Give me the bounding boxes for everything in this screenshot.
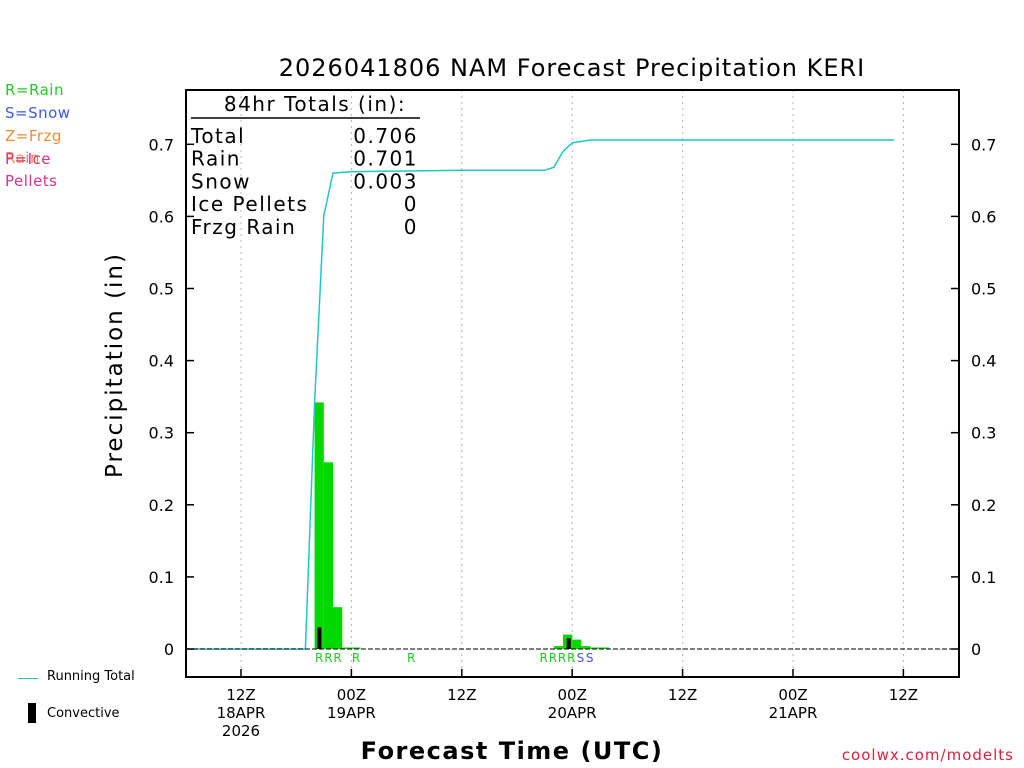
precip-type-label: R (324, 651, 332, 665)
totals-row-label: Frzg Rain (191, 215, 296, 239)
legend-ice-pellets: P=Ice Pellets (5, 150, 58, 190)
precip-bar (323, 462, 333, 649)
x-tick-label: 00Z (778, 686, 807, 704)
x-tick-label: 18APR (217, 704, 266, 722)
y-tick-label-right: 0.1 (971, 568, 996, 587)
x-tick-label: 12Z (226, 686, 255, 704)
watermark: coolwx.com/modelts (841, 746, 1014, 764)
x-tick-label: 12Z (447, 686, 476, 704)
y-tick-label-left: 0 (164, 640, 174, 659)
x-tick-label: 21APR (769, 704, 818, 722)
totals-row-label: Rain (191, 147, 241, 171)
convective-legend-label: Convective (47, 706, 120, 721)
precip-bar (599, 647, 609, 649)
totals-row-value: 0 (404, 215, 418, 239)
precip-type-label: S (586, 651, 594, 665)
x-tick-label: 2026 (222, 722, 260, 740)
y-tick-label-right: 0.3 (971, 424, 996, 443)
convective-bars (317, 627, 571, 649)
precip-type-label: R (315, 651, 323, 665)
running-total-swatch (18, 678, 38, 679)
precip-type-label: R (352, 651, 360, 665)
y-tick-label-right: 0.5 (971, 280, 996, 299)
convective-bar (317, 627, 322, 649)
convective-legend: Convective (28, 703, 138, 723)
y-tick-label-left: 0.5 (149, 280, 174, 299)
precip-type-label: R (567, 651, 575, 665)
precip-type-label: R (333, 651, 341, 665)
convective-swatch (28, 703, 36, 723)
y-tick-label-right: 0 (971, 640, 981, 659)
y-tick-label-right: 0.6 (971, 207, 996, 226)
y-tick-label-right: 0.7 (971, 135, 996, 154)
x-tick-label: 12Z (668, 686, 697, 704)
precip-bar (333, 607, 343, 649)
legend-frzg-rain: Z=Frzg Rain (5, 127, 62, 167)
precip-type-label: R (558, 651, 566, 665)
precip-type-label: S (577, 651, 585, 665)
totals-row-value: 0.706 (353, 124, 418, 148)
y-tick-label-left: 0.7 (149, 135, 174, 154)
precip-bar (314, 402, 324, 649)
running-total-line (185, 139, 895, 650)
running-total-polyline (185, 139, 895, 650)
convective-bar (566, 638, 571, 649)
grid-lines (240, 90, 904, 677)
y-tick-label-left: 0.1 (149, 568, 174, 587)
totals-row-label: Ice Pellets (191, 192, 308, 216)
precip-bar (572, 639, 582, 649)
precip-bar (590, 647, 600, 649)
precip-type-label: R (407, 651, 415, 665)
totals-row-label: Snow (191, 169, 251, 193)
legend-snow: S=Snow (5, 104, 71, 122)
x-tick-label: 00Z (337, 686, 366, 704)
y-tick-label-left: 0.3 (149, 424, 174, 443)
y-tick-label-left: 0.2 (149, 496, 174, 515)
precip-bar (553, 646, 563, 649)
y-axis-label: Precipitation (in) (102, 252, 128, 478)
running-total-legend-label: Running Total (47, 669, 135, 684)
x-tick-label: 19APR (327, 704, 376, 722)
totals-box: 84hr Totals (in): Total 0.706 Rain 0.701 Sno… (190, 92, 420, 239)
axes: 0 00.1 0.10.2 0.20.3 0.30.4 0.40.5 0.50.6 0.60.… (149, 89, 996, 740)
y-tick-label-right: 0.2 (971, 496, 996, 515)
totals-header: 84hr Totals (in): (224, 92, 406, 116)
x-axis-label: Forecast Time (UTC) (361, 737, 664, 765)
precip-bar (351, 647, 361, 649)
y-tick-label-left: 0.4 (149, 352, 174, 371)
precip-type-label: R (540, 651, 548, 665)
legend-rain: R=Rain (5, 81, 64, 99)
chart-title: 2026041806 NAM Forecast Precipitation KE… (279, 54, 866, 82)
y-tick-label-left: 0.6 (149, 207, 174, 226)
running-total-legend: Running Total (18, 669, 148, 687)
totals-row-value: 0.701 (353, 147, 418, 171)
precip-type-label: R (549, 651, 557, 665)
precip-bar (581, 646, 591, 649)
totals-row-label: Total (190, 124, 245, 148)
x-tick-label: 12Z (889, 686, 918, 704)
totals-row-value: 0.003 (353, 169, 418, 193)
y-tick-label-right: 0.4 (971, 352, 996, 371)
x-tick-label: 20APR (548, 704, 597, 722)
totals-row-value: 0 (404, 192, 418, 216)
x-tick-label: 00Z (558, 686, 587, 704)
precip-bar (342, 647, 352, 649)
